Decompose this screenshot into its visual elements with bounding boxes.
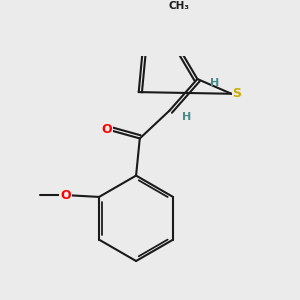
- Text: S: S: [232, 87, 242, 100]
- Text: O: O: [101, 123, 112, 136]
- Text: O: O: [60, 189, 71, 202]
- Text: H: H: [210, 78, 220, 88]
- Text: CH₃: CH₃: [169, 1, 190, 11]
- Text: H: H: [182, 112, 192, 122]
